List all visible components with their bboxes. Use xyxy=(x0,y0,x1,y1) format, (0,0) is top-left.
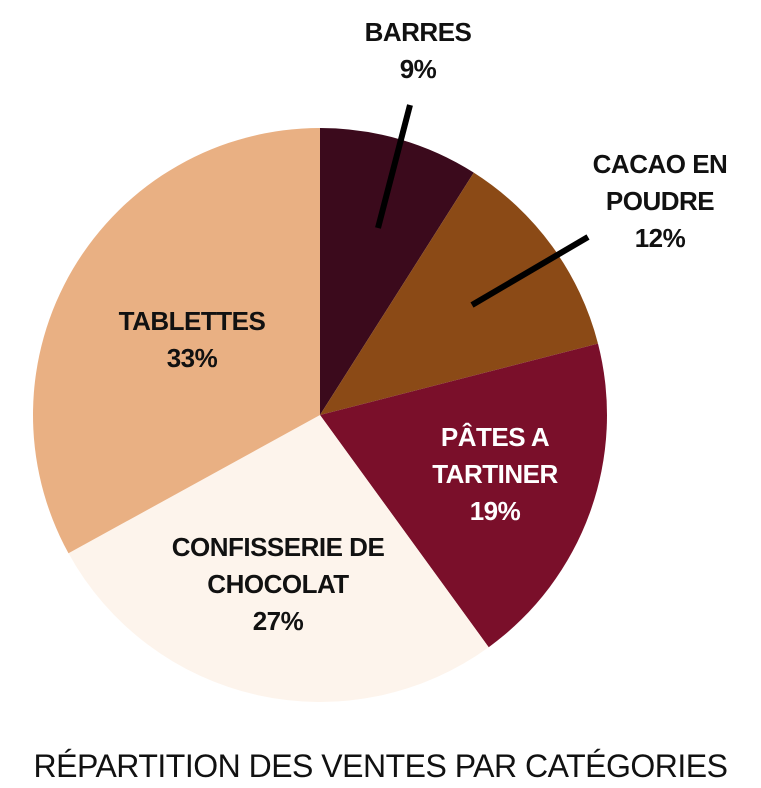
slice-label: BARRES 9% xyxy=(318,14,518,88)
pie-slice xyxy=(32,127,320,554)
slice-label: TABLETTES 33% xyxy=(92,303,292,377)
category-label: TABLETTES xyxy=(118,306,266,336)
chart xyxy=(32,104,607,703)
pie-slice xyxy=(320,128,474,415)
value-label: 27% xyxy=(252,606,304,636)
value-label: 19% xyxy=(469,496,521,526)
pie-slice xyxy=(68,415,489,703)
leader-line xyxy=(375,104,413,229)
slice-label: PÂTES A TARTINER 19% xyxy=(415,419,575,530)
category-label: CACAO EN POUDRE xyxy=(592,149,728,216)
pie-slice xyxy=(320,343,607,648)
chart-title: RÉPARTITION DES VENTES PAR CATÉGORIES xyxy=(33,748,728,784)
value-label: 12% xyxy=(634,223,686,253)
value-label: 9% xyxy=(399,54,437,84)
value-label: 33% xyxy=(166,343,218,373)
category-label: BARRES xyxy=(364,17,472,47)
pie xyxy=(32,127,607,703)
pie-slice xyxy=(320,172,598,415)
leader-line xyxy=(470,234,590,308)
category-label: CONFISSERIE DE CHOCOLAT xyxy=(171,532,385,599)
slice-label: CONFISSERIE DE CHOCOLAT 27% xyxy=(163,529,393,640)
category-label: PÂTES A TARTINER xyxy=(432,422,558,489)
slice-label: CACAO EN POUDRE 12% xyxy=(575,146,745,257)
